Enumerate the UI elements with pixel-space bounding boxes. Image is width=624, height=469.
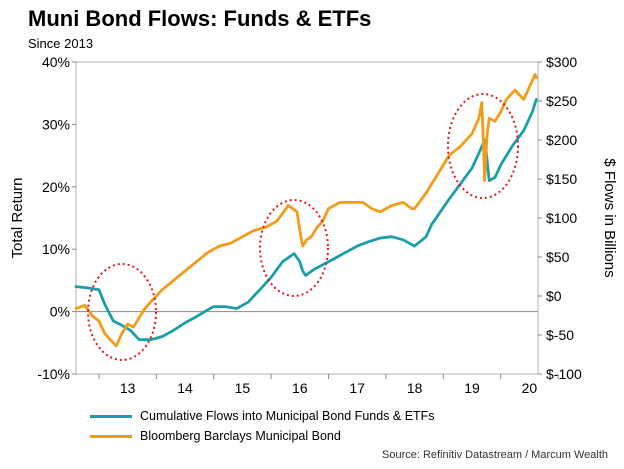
y-axis-right-label: $ Flows in Billions <box>601 158 618 277</box>
highlight-ellipse-2016 <box>259 199 329 297</box>
x-tick-label: 15 <box>235 380 251 396</box>
source-note: Source: Refinitiv Datastream / Marcum We… <box>382 449 608 461</box>
series-line-muni-index <box>74 73 538 348</box>
x-tick-label: 16 <box>292 380 308 396</box>
series-line-cumulative-flows <box>74 98 538 342</box>
y-left-tick-label: 30% <box>42 116 70 132</box>
y-right-tick-label: $50 <box>546 249 570 265</box>
y-left-tick-label: 10% <box>42 241 70 257</box>
legend-swatch-flows <box>90 414 132 418</box>
y-right-tick-label: $-100 <box>546 366 582 382</box>
y-left-tick-label: 20% <box>42 179 70 195</box>
legend-swatch-muni-index <box>90 434 132 438</box>
legend-label-flows: Cumulative Flows into Municipal Bond Fun… <box>140 409 435 423</box>
x-tick-label: 20 <box>522 380 538 396</box>
legend-label-muni-index: Bloomberg Barclays Municipal Bond <box>140 429 341 443</box>
y-right-tick-label: $200 <box>546 132 577 148</box>
chart-subtitle: Since 2013 <box>28 36 94 51</box>
x-tick-label: 14 <box>177 380 193 396</box>
y-right-tick-label: $300 <box>546 54 577 70</box>
x-tick-label: 17 <box>349 380 365 396</box>
x-tick-label: 13 <box>120 380 136 396</box>
x-tick-label: 18 <box>407 380 423 396</box>
y-left-tick-label: 40% <box>42 54 70 70</box>
y-axis-left-label: Total Return <box>9 178 26 259</box>
y-right-tick-label: $0 <box>546 288 562 304</box>
highlight-ellipse-2020 <box>447 93 519 199</box>
legend: Cumulative Flows into Municipal Bond Fun… <box>90 406 435 446</box>
legend-item-muni-index: Bloomberg Barclays Municipal Bond <box>90 426 435 446</box>
x-tick-label: 19 <box>464 380 480 396</box>
chart-title: Muni Bond Flows: Funds & ETFs <box>28 6 372 31</box>
y-right-tick-label: $-50 <box>546 327 574 343</box>
y-left-tick-label: -10% <box>37 366 70 382</box>
y-right-tick-label: $150 <box>546 171 577 187</box>
highlight-ellipse-2013 <box>87 263 157 361</box>
plot-frame <box>75 61 539 375</box>
y-left-tick-label: 0% <box>50 304 70 320</box>
y-right-tick-label: $100 <box>546 210 577 226</box>
legend-item-flows: Cumulative Flows into Municipal Bond Fun… <box>90 406 435 426</box>
y-right-tick-label: $250 <box>546 93 577 109</box>
